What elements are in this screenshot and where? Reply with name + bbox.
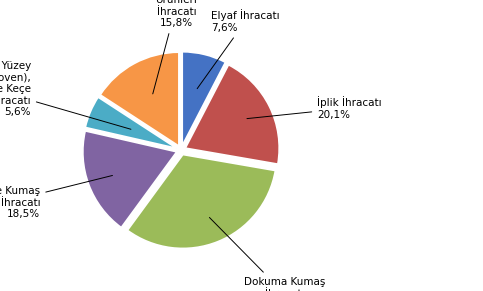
Wedge shape	[83, 131, 177, 228]
Text: Elyaf İhracatı
7,6%: Elyaf İhracatı 7,6%	[197, 9, 280, 89]
Text: Örme Kumaş
İhracatı
18,5%: Örme Kumaş İhracatı 18,5%	[0, 175, 113, 219]
Wedge shape	[128, 155, 275, 249]
Text: Diğer Tekstil
Ürünleri
İhracatı
15,8%: Diğer Tekstil Ürünleri İhracatı 15,8%	[144, 0, 209, 94]
Text: Dokusuz Yüzey
(non-woven),
Vatka ve Keçe
İhracatı
5,6%: Dokusuz Yüzey (non-woven), Vatka ve Keçe…	[0, 61, 131, 129]
Wedge shape	[100, 52, 179, 146]
Wedge shape	[85, 97, 177, 148]
Wedge shape	[185, 65, 279, 164]
Wedge shape	[182, 52, 226, 146]
Text: Dokuma Kumaş
İhracatı
32,3%: Dokuma Kumaş İhracatı 32,3%	[210, 217, 325, 291]
Text: İplik İhracatı
20,1%: İplik İhracatı 20,1%	[247, 96, 382, 120]
